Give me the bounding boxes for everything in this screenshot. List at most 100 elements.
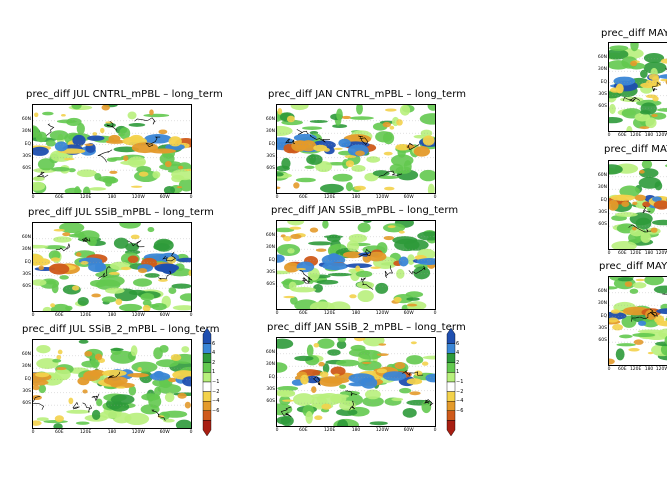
- lon-tick-label: 180: [644, 251, 654, 256]
- precip-anomaly-blob: [92, 132, 98, 136]
- precip-anomaly-blob: [38, 265, 45, 271]
- precip-anomaly-blob: [632, 201, 638, 206]
- precip-anomaly-blob: [115, 298, 123, 305]
- precip-anomaly-blob: [158, 129, 168, 135]
- map-plot: 60N 30N EQ 30S 60S 0 60E 120E 180 120W 60W 0: [266, 337, 436, 433]
- precip-anomaly-blob: [159, 344, 169, 353]
- precip-anomaly-blob: [184, 168, 191, 172]
- precip-anomaly-blob: [87, 135, 105, 141]
- colorbar-swatch: [446, 372, 456, 383]
- precip-anomaly-blob: [170, 354, 182, 361]
- precip-anomaly-blob: [311, 386, 317, 394]
- map-field: [609, 43, 667, 131]
- lat-tick-label: EQ: [24, 376, 31, 382]
- coastline: [631, 293, 667, 322]
- colorbar-label: 1: [456, 369, 460, 376]
- precip-anomaly-blob: [634, 112, 650, 122]
- precip-anomaly-blob: [87, 237, 97, 246]
- precip-anomaly-blob: [295, 177, 316, 183]
- precip-anomaly-blob: [277, 108, 283, 115]
- precip-anomaly-blob: [179, 293, 191, 302]
- precip-anomaly-blob: [358, 349, 382, 360]
- colorbar-swatch: [202, 410, 212, 421]
- precip-anomaly-blob: [419, 113, 435, 125]
- precip-anomaly-blob: [653, 200, 667, 210]
- precip-anomaly-blob: [127, 111, 137, 120]
- panel-title: prec_diff MAY C: [601, 28, 667, 39]
- precip-anomaly-blob: [355, 270, 373, 278]
- precip-anomaly-blob: [110, 382, 135, 389]
- precip-anomaly-blob: [640, 110, 651, 115]
- coastline: [55, 237, 176, 280]
- precip-anomaly-blob: [142, 304, 151, 311]
- precip-anomaly-blob: [83, 370, 101, 382]
- precip-anomaly-blob: [362, 396, 384, 407]
- lon-tick-label: 180: [107, 430, 117, 435]
- precip-anomaly-blob: [382, 371, 407, 381]
- precip-anomaly-blob: [615, 212, 638, 217]
- lon-tick-label: 120W: [655, 367, 667, 372]
- precip-anomaly-blob: [138, 171, 149, 177]
- precip-anomaly-blob: [337, 419, 349, 426]
- precip-anomaly-blob: [33, 176, 45, 182]
- precip-anomaly-blob: [639, 126, 650, 130]
- precip-anomaly-blob: [306, 344, 314, 357]
- precip-anomaly-blob: [382, 121, 392, 128]
- precip-anomaly-blob: [384, 186, 395, 191]
- precip-anomaly-blob: [277, 186, 281, 190]
- precip-anomaly-blob: [36, 345, 51, 354]
- precip-anomaly-blob: [286, 115, 295, 123]
- precip-anomaly-blob: [77, 296, 89, 306]
- precip-anomaly-blob: [641, 161, 653, 170]
- precip-anomaly-blob: [305, 410, 313, 424]
- precip-anomaly-blob: [37, 158, 55, 171]
- precip-anomaly-blob: [609, 164, 623, 175]
- lat-tick-label: EQ: [600, 313, 607, 319]
- precip-anomaly-blob: [660, 58, 667, 64]
- precip-anomaly-blob: [159, 163, 183, 171]
- precip-anomaly-blob: [383, 235, 395, 241]
- lat-tick-label: 60S: [22, 166, 31, 172]
- precip-anomaly-blob: [345, 160, 355, 168]
- precip-anomaly-blob: [45, 140, 56, 147]
- precip-anomaly-blob: [335, 359, 360, 367]
- precip-anomaly-blob: [129, 134, 144, 143]
- colorbar-swatch: [202, 391, 212, 402]
- lat-tick-label: 30S: [22, 271, 31, 277]
- precip-anomaly-blob: [349, 294, 357, 299]
- precip-anomaly-blob: [62, 232, 71, 237]
- precip-anomaly-blob: [609, 286, 618, 290]
- colorbar-swatch: [202, 327, 212, 344]
- lat-tick-label: 60S: [598, 222, 607, 228]
- coastline: [628, 205, 652, 233]
- map-plot: 60N 30N EQ 30S 60S 0 60E 120E 180 120W 60W 0: [266, 220, 436, 316]
- precip-anomaly-blob: [277, 125, 293, 136]
- precip-anomaly-blob: [151, 303, 167, 311]
- precip-anomaly-blob: [152, 171, 161, 179]
- lon-tick-label: 60W: [159, 195, 170, 200]
- precip-anomaly-blob: [277, 338, 294, 349]
- precip-anomaly-blob: [36, 417, 49, 421]
- precip-anomaly-blob: [120, 266, 132, 271]
- precip-anomaly-blob: [635, 217, 652, 230]
- colorbar-swatch: [446, 381, 456, 392]
- coastline: [37, 117, 161, 178]
- coastline: [300, 248, 426, 290]
- precip-anomaly-blob: [643, 52, 665, 63]
- precip-anomaly-blob: [413, 266, 431, 280]
- precip-anomaly-blob: [166, 256, 177, 264]
- precip-anomaly-blob: [144, 133, 172, 144]
- precip-anomaly-blob: [132, 278, 153, 287]
- precip-anomaly-blob: [168, 287, 177, 295]
- precip-anomaly-blob: [296, 268, 307, 271]
- precip-anomaly-blob: [405, 291, 424, 298]
- precip-anomaly-blob: [309, 227, 319, 233]
- map-plot: 60N 30N EQ 30S 60S 0 60E 120E 180 120W 60W 0: [22, 222, 192, 318]
- precip-anomaly-blob: [624, 281, 633, 287]
- precip-anomaly-blob: [375, 282, 389, 294]
- colorbar-label: −2: [212, 388, 220, 395]
- lon-tick-label: 0: [607, 251, 611, 256]
- precip-anomaly-blob: [35, 131, 47, 143]
- precip-anomaly-blob: [640, 82, 657, 89]
- lon-tick-label: 120W: [375, 311, 389, 316]
